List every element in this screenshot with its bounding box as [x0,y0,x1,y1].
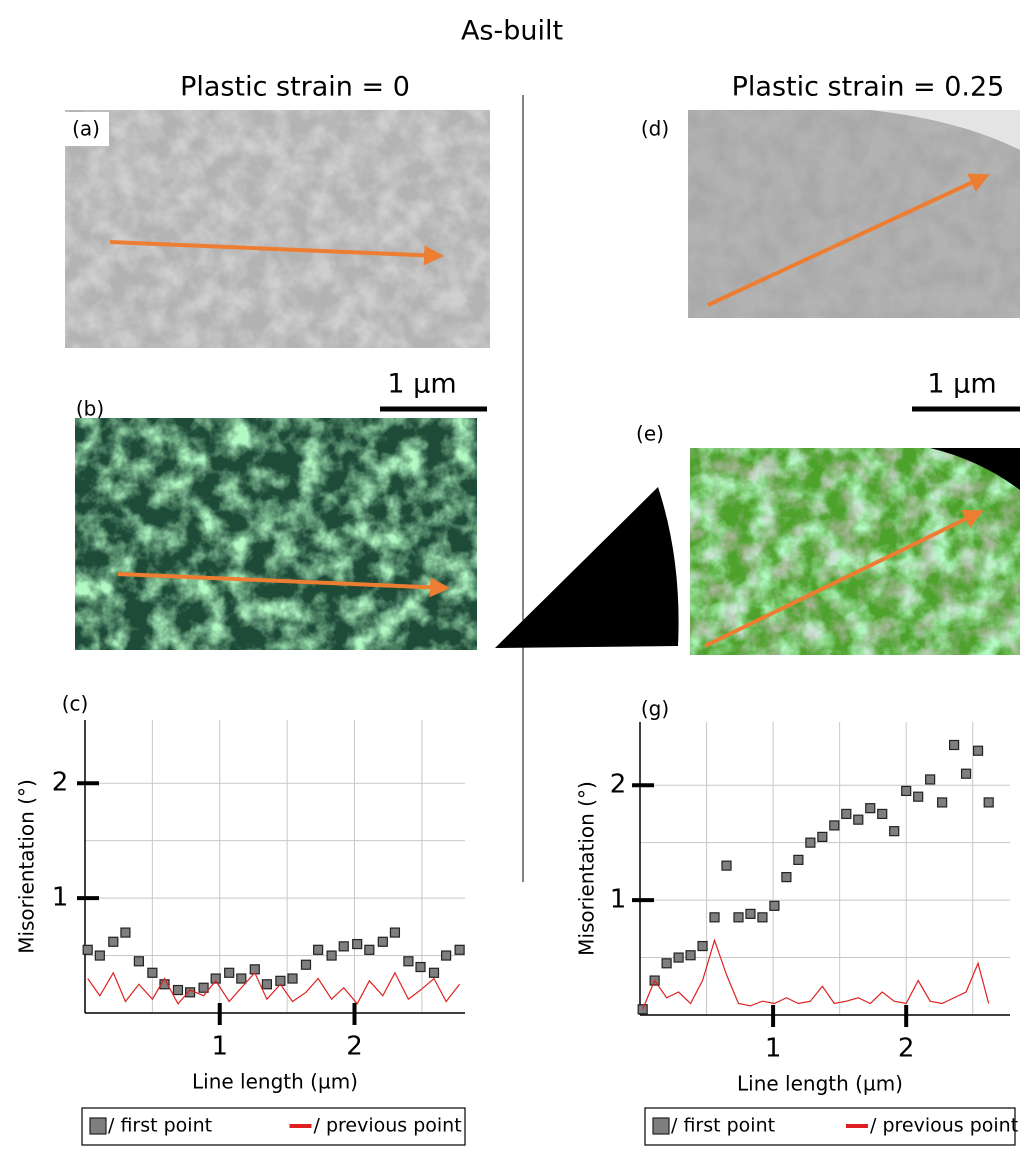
panel-label: (c) [62,692,89,716]
x-axis-label: Line length (µm) [192,1070,358,1094]
point [949,739,960,751]
point [983,797,994,808]
x-tick-label: 1 [765,1034,782,1064]
point [454,944,465,955]
panel-label: (g) [641,697,669,721]
point [721,860,732,871]
scale-bar-label: 1 µm [387,369,456,400]
point [172,984,184,996]
point [697,940,708,952]
point [829,820,840,831]
y-tick-label: 2 [52,768,69,798]
plot-area [85,720,465,1013]
point [108,936,119,947]
x-axis-label: Line length (µm) [737,1072,903,1096]
plot-area [640,722,1010,1015]
ipf-legend [495,487,679,648]
point [853,814,864,825]
point [745,908,756,919]
point [673,952,684,963]
column-heading: Plastic strain = 0.25 [732,72,1005,103]
ebsd-map-e [690,448,1020,655]
point [377,936,388,947]
point [889,826,900,837]
legend-swatch [89,1117,107,1135]
y-tick-label: 1 [52,883,69,913]
y-axis-label: Misorientation (°) [15,779,39,954]
micrograph-d [688,110,1020,318]
point [147,967,158,978]
panel-label: (e) [636,422,664,446]
point [338,941,349,952]
y-tick-label: 2 [610,770,627,800]
point [364,944,375,955]
figure-title: As-built [461,16,563,47]
point [120,927,131,938]
point [287,973,298,984]
panel-label: (b) [76,397,104,421]
x-tick-label: 1 [211,1032,228,1062]
y-axis-label: Misorientation (°) [575,781,599,956]
legend-box [644,1107,1016,1146]
point [769,900,780,911]
point [793,854,804,865]
point [733,912,744,923]
point [185,987,196,998]
legend-swatch [652,1117,670,1135]
line [642,938,990,1010]
point [685,950,696,961]
line [87,971,461,1005]
point [901,785,912,797]
point [275,975,286,986]
point [82,944,93,955]
point [224,967,235,978]
label-bg [65,112,109,146]
point [841,808,852,820]
point [94,950,105,961]
legend-box [81,1107,466,1146]
point [313,944,324,955]
point [781,872,792,883]
point [972,745,984,756]
legend-label: / first point [108,1115,212,1137]
point [937,797,948,808]
point [210,973,221,984]
point [428,967,440,978]
point [805,837,816,848]
micrograph-a [65,110,490,348]
point [817,831,828,843]
point [198,982,209,993]
x-tick-label: 2 [898,1034,915,1064]
point [865,803,876,814]
point [352,938,363,950]
point [133,956,145,967]
point [757,912,768,923]
point [877,808,888,820]
point [403,956,414,967]
panel-label: (a) [72,117,100,141]
scale-bar-label: 1 µm [927,369,996,400]
legend-label: / previous point [314,1115,462,1137]
panel-label: (d) [641,117,669,141]
point [661,958,672,969]
point [925,774,936,785]
column-heading: Plastic strain = 0 [180,72,410,103]
x-tick-label: 2 [346,1032,363,1062]
point [960,768,972,779]
point [300,959,312,970]
ebsd-map-b [75,418,477,650]
point [389,927,401,938]
point [709,912,720,923]
point [326,950,337,961]
point [913,791,924,802]
legend-label: / first point [671,1115,775,1137]
point [441,950,452,961]
point [261,979,273,990]
y-tick-label: 1 [610,885,627,915]
point [415,961,426,973]
point [236,973,247,984]
legend-label: / previous point [870,1115,1018,1137]
